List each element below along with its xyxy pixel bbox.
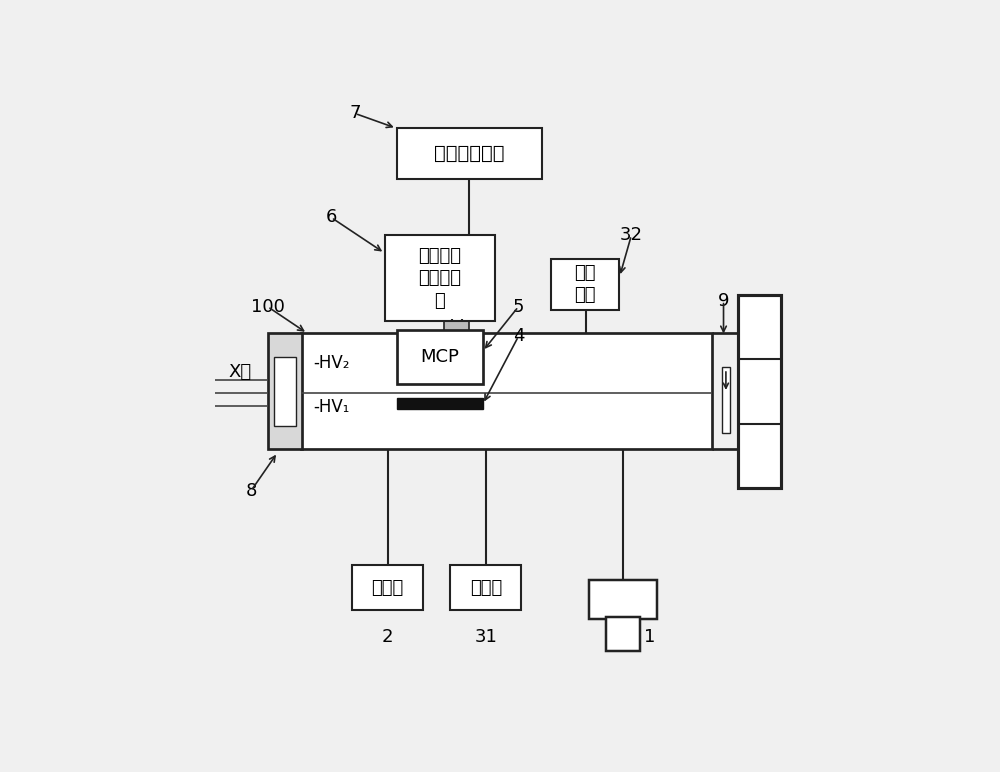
Bar (738, 295, 781, 488)
Text: 分子
泵组: 分子 泵组 (575, 264, 596, 304)
Bar (397, 128, 542, 179)
Text: 7: 7 (349, 104, 361, 123)
Text: 加压及信
号采集电
路: 加压及信 号采集电 路 (418, 247, 461, 310)
Text: MCP: MCP (420, 348, 459, 366)
Bar (385, 235, 495, 321)
Text: 1: 1 (644, 628, 655, 645)
Bar (606, 617, 640, 652)
Text: X光: X光 (229, 363, 252, 381)
Text: 信号处理系统: 信号处理系统 (434, 144, 505, 163)
Text: 31: 31 (474, 628, 497, 645)
Text: 5: 5 (513, 298, 524, 316)
Bar (450, 565, 521, 610)
Text: 4: 4 (513, 327, 524, 345)
Text: 真空计: 真空计 (372, 578, 404, 597)
Text: 6: 6 (326, 208, 337, 226)
Bar (274, 357, 296, 425)
Bar (301, 334, 712, 449)
Text: -HV₁: -HV₁ (313, 398, 350, 415)
Bar (444, 319, 469, 334)
Bar (551, 259, 619, 310)
Bar (722, 367, 730, 432)
Text: 8: 8 (245, 482, 257, 500)
Bar (397, 398, 483, 409)
Bar (589, 580, 657, 618)
Text: 100: 100 (251, 298, 285, 316)
Bar (352, 565, 423, 610)
Text: -HV₂: -HV₂ (313, 354, 350, 372)
Text: 2: 2 (382, 628, 393, 645)
Bar (268, 334, 302, 449)
Bar (397, 330, 483, 384)
Text: 32: 32 (620, 226, 643, 244)
Text: 9: 9 (718, 292, 729, 310)
Text: 离子泵: 离子泵 (470, 578, 502, 597)
